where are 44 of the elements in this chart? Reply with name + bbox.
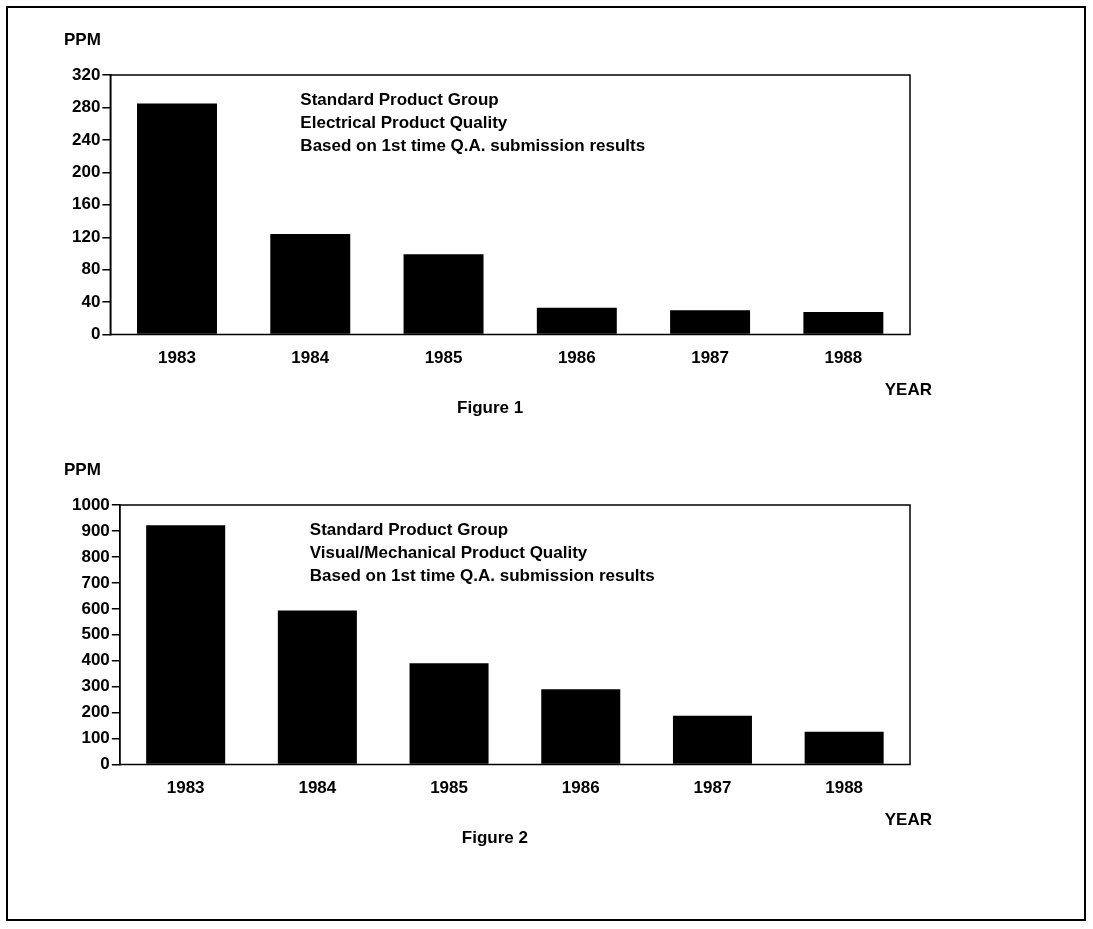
annotation: Based on 1st time Q.A. submission results xyxy=(309,566,655,585)
y-axis-title: PPM xyxy=(64,30,101,49)
x-axis-title: YEAR xyxy=(884,809,932,829)
annotation: Electrical Product Quality xyxy=(300,113,508,132)
x-tick-label: 1983 xyxy=(158,348,196,368)
y-tick-label: 1000 xyxy=(71,494,110,514)
annotation: Based on 1st time Q.A. submission results xyxy=(300,136,646,155)
y-tick-label: 400 xyxy=(81,650,110,670)
annotation: Standard Product Group xyxy=(309,520,509,539)
x-tick-label: 1984 xyxy=(298,778,337,798)
y-tick-label: 120 xyxy=(71,226,101,246)
y-tick-label: 800 xyxy=(81,546,110,566)
x-tick-label: 1986 xyxy=(561,778,600,798)
y-tick-label: 900 xyxy=(81,520,110,540)
x-tick-label: 1987 xyxy=(693,778,732,798)
y-tick-label: 200 xyxy=(81,702,110,722)
y-tick-label: 240 xyxy=(71,129,101,149)
x-axis-title: YEAR xyxy=(884,379,932,399)
y-tick-label: 160 xyxy=(71,194,101,214)
y-tick-label: 80 xyxy=(81,259,101,279)
y-tick-label: 0 xyxy=(90,324,101,344)
x-tick-label: 1988 xyxy=(824,348,863,368)
y-axis-title: PPM xyxy=(64,460,101,479)
y-tick-label: 700 xyxy=(81,572,110,592)
x-tick-label: 1985 xyxy=(424,348,463,368)
y-tick-label: 320 xyxy=(71,64,101,84)
y-tick-label: 200 xyxy=(71,162,101,182)
x-tick-label: 1985 xyxy=(430,778,468,798)
y-tick-label: 100 xyxy=(81,728,110,748)
text: Figure 2 xyxy=(461,827,528,847)
y-tick-label: 600 xyxy=(81,598,110,618)
x-tick-label: 1983 xyxy=(166,778,205,798)
annotation: Standard Product Group xyxy=(300,90,499,109)
x-tick-label: 1988 xyxy=(825,778,864,798)
y-tick-label: 300 xyxy=(81,676,110,696)
x-tick-label: 1987 xyxy=(691,348,730,368)
y-tick-label: 40 xyxy=(81,291,101,311)
x-tick-label: 1986 xyxy=(557,348,596,368)
y-tick-label: 280 xyxy=(71,97,101,117)
y-tick-label: 500 xyxy=(81,624,110,644)
x-tick-label: 1984 xyxy=(291,348,330,368)
text: Figure 1 xyxy=(457,397,524,417)
y-tick-label: 0 xyxy=(100,754,110,774)
annotation: Visual/Mechanical Product Quality xyxy=(309,543,588,562)
